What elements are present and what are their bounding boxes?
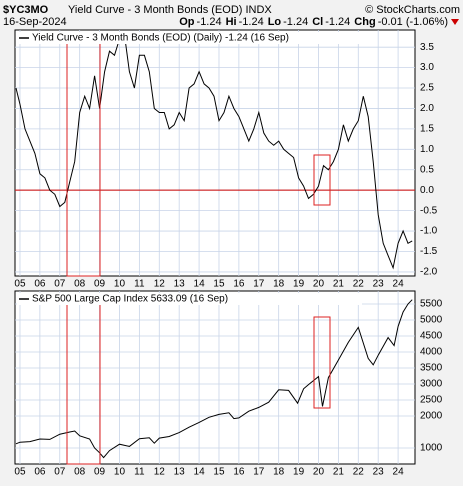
y-tick-label: 5000	[420, 315, 443, 326]
quote-value: -1.24	[325, 16, 350, 28]
source: © StockCharts.com	[365, 4, 460, 16]
quote-label: Cl	[312, 16, 323, 28]
y-tick-label: 2000	[420, 411, 443, 422]
x-tick-label: 06	[34, 279, 46, 290]
x-tick-label: 14	[194, 467, 206, 478]
highlight-box	[313, 154, 331, 206]
x-tick-label: 05	[14, 467, 26, 478]
y-tick-label: 1000	[420, 443, 443, 454]
y-tick-label: 3500	[420, 363, 443, 374]
legend-bg	[17, 32, 362, 44]
quote-value: -1.24	[239, 16, 264, 28]
x-tick-label: 15	[213, 467, 225, 478]
y-tick-label: 3000	[420, 379, 443, 390]
x-tick-label: 12	[154, 279, 166, 290]
legend-title: Yield Curve - 3 Month Bonds (EOD) (Daily…	[32, 33, 289, 44]
x-tick-label: 09	[94, 279, 106, 290]
symbol: $YC3MO	[3, 4, 49, 16]
quote-label: Hi	[226, 16, 237, 28]
quote-label: Chg	[354, 16, 375, 28]
x-tick-label: 08	[74, 279, 86, 290]
x-tick-label: 13	[174, 467, 186, 478]
x-tick-label: 11	[134, 279, 145, 290]
y-tick-label: 1.5	[420, 124, 434, 135]
y-tick-label: -0.5	[420, 205, 438, 216]
x-tick-label: 10	[114, 467, 126, 478]
x-tick-label: 06	[34, 467, 46, 478]
x-tick-label: 20	[313, 467, 325, 478]
legend-title: S&P 500 Large Cap Index 5633.09 (16 Sep)	[32, 294, 228, 305]
x-tick-label: 23	[373, 467, 385, 478]
y-tick-label: 0.5	[420, 164, 434, 175]
legend-bg	[17, 293, 362, 305]
down-arrow	[451, 19, 459, 25]
x-tick-label: 08	[74, 467, 86, 478]
y-tick-label: 3.0	[420, 62, 434, 73]
date: 16-Sep-2024	[3, 16, 67, 28]
quote: Op -1.24 Hi -1.24 Lo -1.24 Cl -1.24 Chg -0.01 (-1…	[179, 16, 448, 28]
quote-value: -0.01 (-1.06%)	[378, 16, 448, 28]
x-tick-label: 24	[393, 467, 405, 478]
x-tick-label: 19	[293, 467, 305, 478]
x-tick-label: 18	[273, 467, 285, 478]
x-tick-label: 22	[353, 467, 365, 478]
y-tick-label: 3.5	[420, 42, 434, 53]
y-tick-label: 1.0	[420, 144, 434, 155]
y-tick-label: -1.5	[420, 246, 438, 257]
plot-area	[14, 290, 416, 465]
x-tick-label: 13	[174, 279, 186, 290]
quote-text: Op -1.24 Hi -1.24 Lo -1.24 Cl -1.24 Chg -0.01 (-1…	[179, 16, 448, 28]
x-tick-label: 16	[233, 467, 245, 478]
quote-label: Lo	[268, 16, 282, 28]
x-tick-label: 18	[273, 279, 285, 290]
x-tick-label: 21	[333, 279, 345, 290]
y-tick-label: -1.0	[420, 226, 438, 237]
quote-value: -1.24	[283, 16, 308, 28]
x-tick-label: 20	[313, 279, 325, 290]
y-tick-label: 0.0	[420, 185, 434, 196]
security-name: Yield Curve - 3 Month Bonds (EOD) INDX	[68, 4, 272, 16]
highlight-box	[313, 316, 331, 409]
x-tick-label: 14	[194, 279, 206, 290]
x-tick-label: 09	[94, 467, 106, 478]
y-tick-label: 5500	[420, 299, 443, 310]
x-tick-label: 12	[154, 467, 166, 478]
x-tick-label: 11	[134, 467, 145, 478]
x-tick-label: 17	[253, 467, 265, 478]
y-tick-label: 2500	[420, 395, 443, 406]
x-tick-label: 16	[233, 279, 245, 290]
x-tick-label: 17	[253, 279, 265, 290]
x-tick-label: 21	[333, 467, 345, 478]
quote-value: -1.24	[197, 16, 222, 28]
x-tick-label: 19	[293, 279, 305, 290]
x-tick-label: 05	[14, 279, 26, 290]
x-tick-label: 15	[213, 279, 225, 290]
y-tick-label: -2.0	[420, 267, 438, 278]
quote-label: Op	[179, 16, 195, 28]
x-tick-label: 24	[393, 279, 405, 290]
plot-area	[14, 29, 416, 277]
x-tick-label: 10	[114, 279, 126, 290]
price-line	[15, 33, 413, 270]
y-tick-label: 4000	[420, 347, 443, 358]
x-tick-label: 22	[353, 279, 365, 290]
y-tick-label: 2.5	[420, 83, 434, 94]
y-tick-label: 2.0	[420, 103, 434, 114]
x-tick-label: 23	[373, 279, 385, 290]
price-line	[15, 299, 413, 459]
y-tick-label: 4500	[420, 331, 443, 342]
x-tick-label: 07	[54, 279, 66, 290]
x-tick-label: 07	[54, 467, 66, 478]
